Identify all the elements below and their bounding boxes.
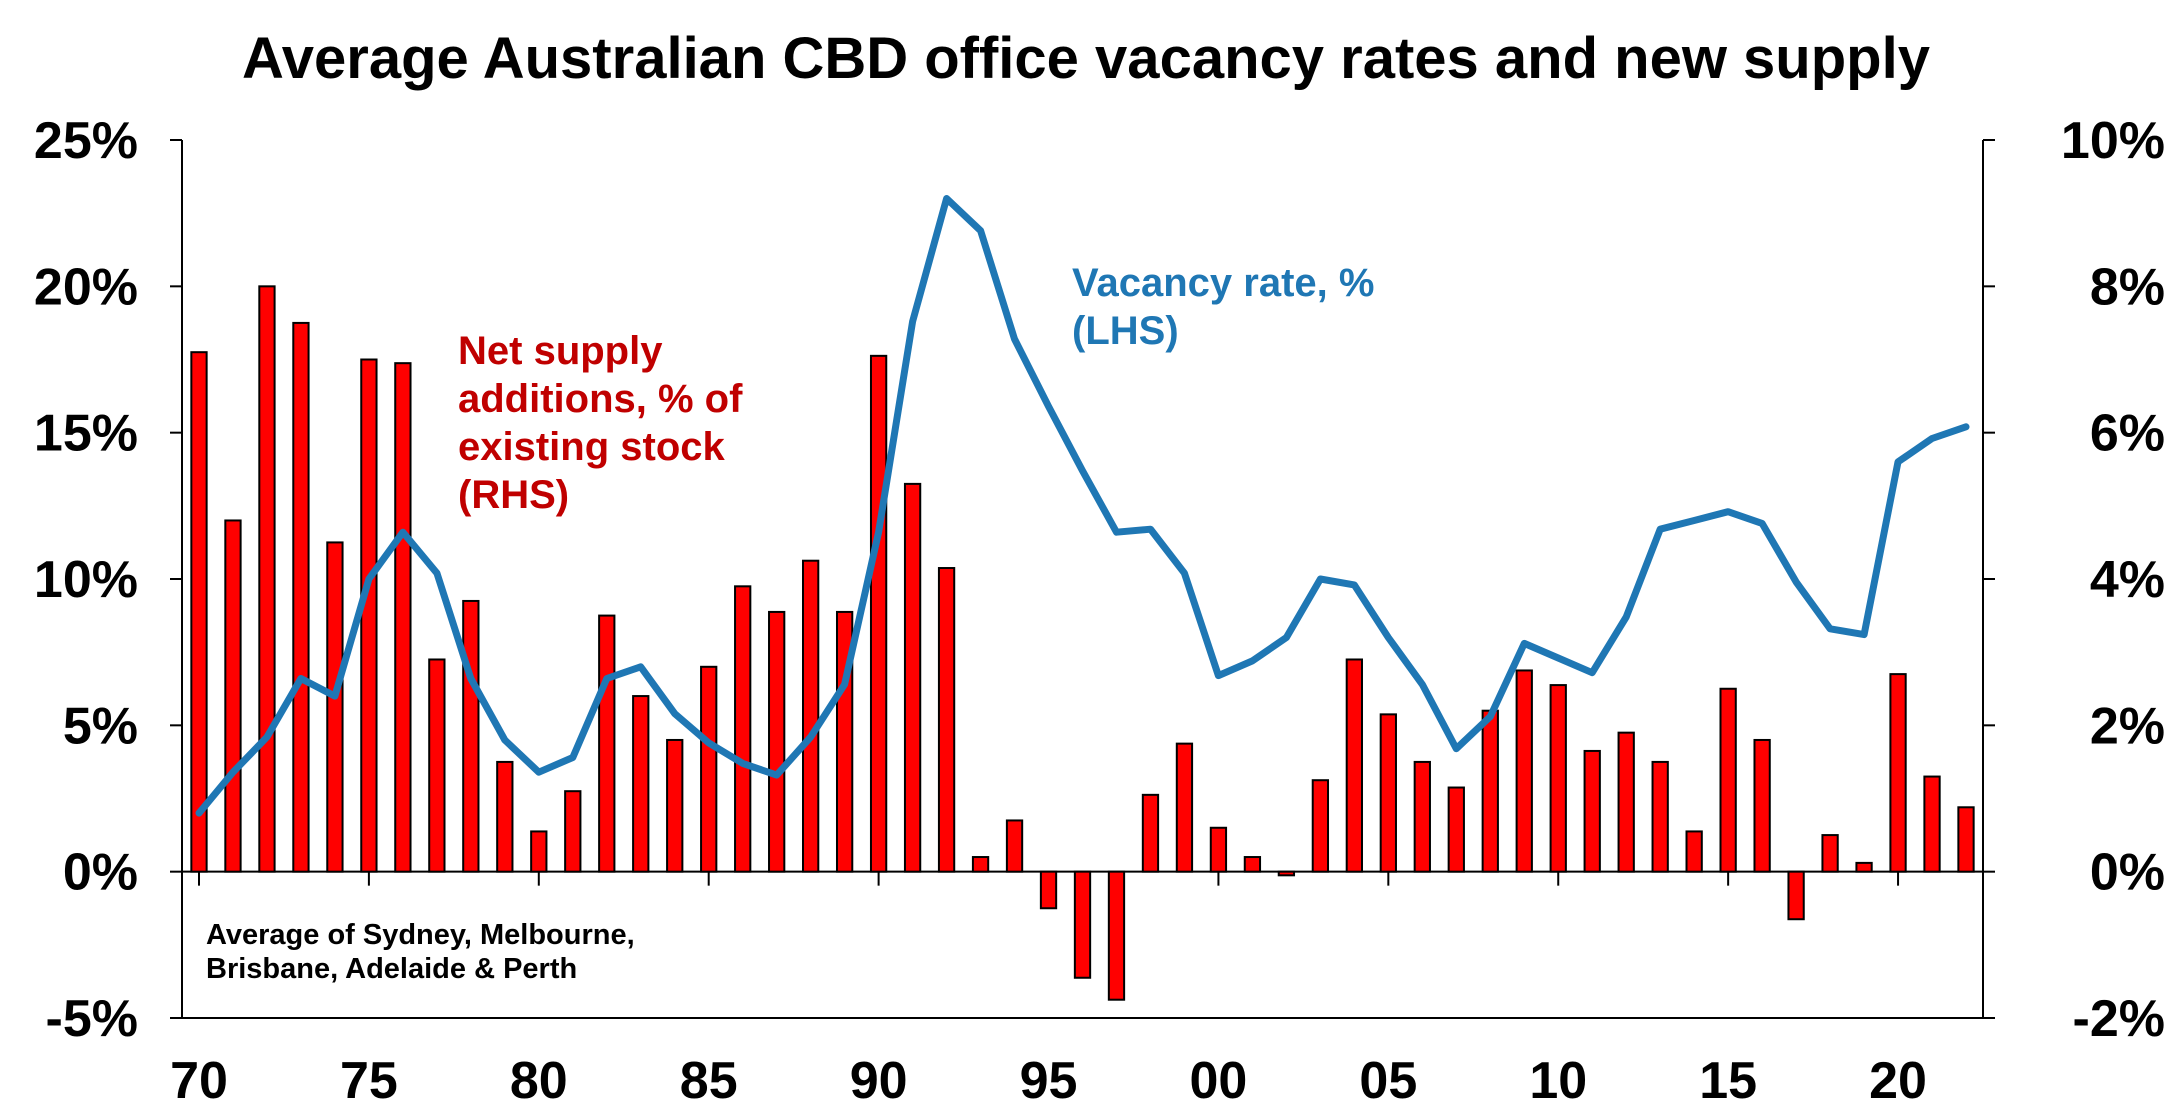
supply-bar	[360, 358, 378, 873]
supply-bar	[937, 567, 956, 873]
x-axis-tick-labels: 70 75 80 85 90 95 00 05 10 15 20	[170, 1052, 1927, 1110]
supply-bar	[1277, 870, 1296, 877]
supply-bar	[1107, 870, 1126, 1001]
supply-bar	[224, 519, 242, 873]
vacancy-series-label: Vacancy rate, % (LHS)	[1072, 261, 1386, 353]
supply-bar	[1005, 819, 1024, 873]
left-tick-label: 25%	[34, 112, 138, 170]
right-tick-label: -2%	[2073, 990, 2165, 1048]
left-tick-label: 0%	[63, 844, 138, 902]
supply-bar	[1413, 760, 1431, 873]
supply-bar	[1073, 870, 1092, 979]
supply-bar	[1719, 687, 1737, 873]
x-tick-label: 20	[1869, 1052, 1927, 1110]
supply-bar	[1209, 826, 1228, 873]
supply-bar	[1141, 793, 1160, 873]
supply-bar	[632, 695, 650, 873]
vacancy-line	[195, 195, 1970, 817]
supply-bar	[394, 362, 412, 873]
supply-bar	[1583, 749, 1601, 873]
chart-title: Average Australian CBD office vacancy ra…	[242, 26, 1930, 91]
supply-bar	[1685, 830, 1703, 873]
right-tick-label: 4%	[2090, 551, 2165, 609]
supply-bar	[1855, 861, 1873, 873]
right-tick-label: 2%	[2090, 697, 2165, 755]
supply-bar	[190, 351, 208, 873]
supply-bar	[1243, 856, 1262, 873]
supply-bar	[1039, 870, 1058, 910]
x-tick-label: 95	[1020, 1052, 1078, 1110]
supply-bar	[1753, 738, 1771, 873]
supply-bar	[258, 285, 276, 873]
right-tick-label: 0%	[2090, 844, 2165, 902]
right-tick-label: 6%	[2090, 405, 2165, 463]
x-tick-label: 80	[510, 1052, 568, 1110]
supply-bar	[734, 585, 752, 873]
supply-bar	[1549, 684, 1567, 873]
supply-series-label: Net supply additions, % of existing stoc…	[458, 329, 754, 517]
supply-bar	[1345, 658, 1363, 873]
right-axis-tick-labels: -2% 0% 2% 4% 6% 8% 10%	[2061, 112, 2165, 1048]
supply-bar	[869, 354, 888, 873]
x-tick-label: 70	[170, 1052, 228, 1110]
supply-bar	[971, 856, 990, 873]
supply-bar	[428, 658, 446, 873]
supply-bar	[1379, 713, 1397, 873]
supply-bar	[1447, 786, 1465, 873]
supply-bar	[802, 559, 820, 873]
left-tick-label: 15%	[34, 405, 138, 463]
supply-bar	[462, 599, 480, 873]
supply-bar	[1923, 775, 1941, 873]
x-tick-label: 00	[1190, 1052, 1248, 1110]
supply-bar	[598, 614, 616, 873]
x-tick-label: 75	[340, 1052, 398, 1110]
supply-bar	[1311, 779, 1330, 873]
supply-bar	[903, 482, 922, 873]
supply-bar	[768, 610, 786, 873]
supply-bar	[1957, 806, 1975, 873]
left-tick-label: 5%	[63, 697, 138, 755]
supply-bar	[1175, 742, 1194, 873]
left-axis-tick-labels: -5% 0% 5% 10% 15% 20% 25%	[34, 112, 138, 1048]
x-tick-label: 05	[1359, 1052, 1417, 1110]
right-tick-label: 10%	[2061, 112, 2165, 170]
x-tick-label: 90	[850, 1052, 908, 1110]
source-note: Average of Sydney, Melbourne, Brisbane, …	[206, 919, 643, 985]
supply-bar	[1787, 870, 1805, 921]
supply-bar	[496, 760, 514, 873]
supply-bar	[530, 830, 548, 873]
left-tick-label: 20%	[34, 258, 138, 316]
supply-bar	[1481, 709, 1499, 873]
supply-bar	[1617, 731, 1635, 873]
supply-bar	[666, 738, 684, 873]
supply-bar	[1889, 673, 1907, 873]
supply-bar	[700, 665, 718, 873]
x-tick-label: 15	[1699, 1052, 1757, 1110]
supply-bar	[564, 790, 582, 873]
x-tick-label: 85	[680, 1052, 738, 1110]
left-tick-label: 10%	[34, 551, 138, 609]
right-tick-label: 8%	[2090, 258, 2165, 316]
supply-bar	[326, 541, 344, 873]
vacancy-rate-line	[195, 195, 1970, 817]
supply-bar	[292, 321, 310, 873]
supply-bar	[1651, 760, 1669, 873]
supply-bars	[190, 285, 1975, 1001]
x-tick-label: 10	[1529, 1052, 1587, 1110]
supply-bar	[1515, 669, 1533, 873]
supply-bar	[1821, 834, 1839, 873]
left-tick-label: -5%	[46, 990, 138, 1048]
